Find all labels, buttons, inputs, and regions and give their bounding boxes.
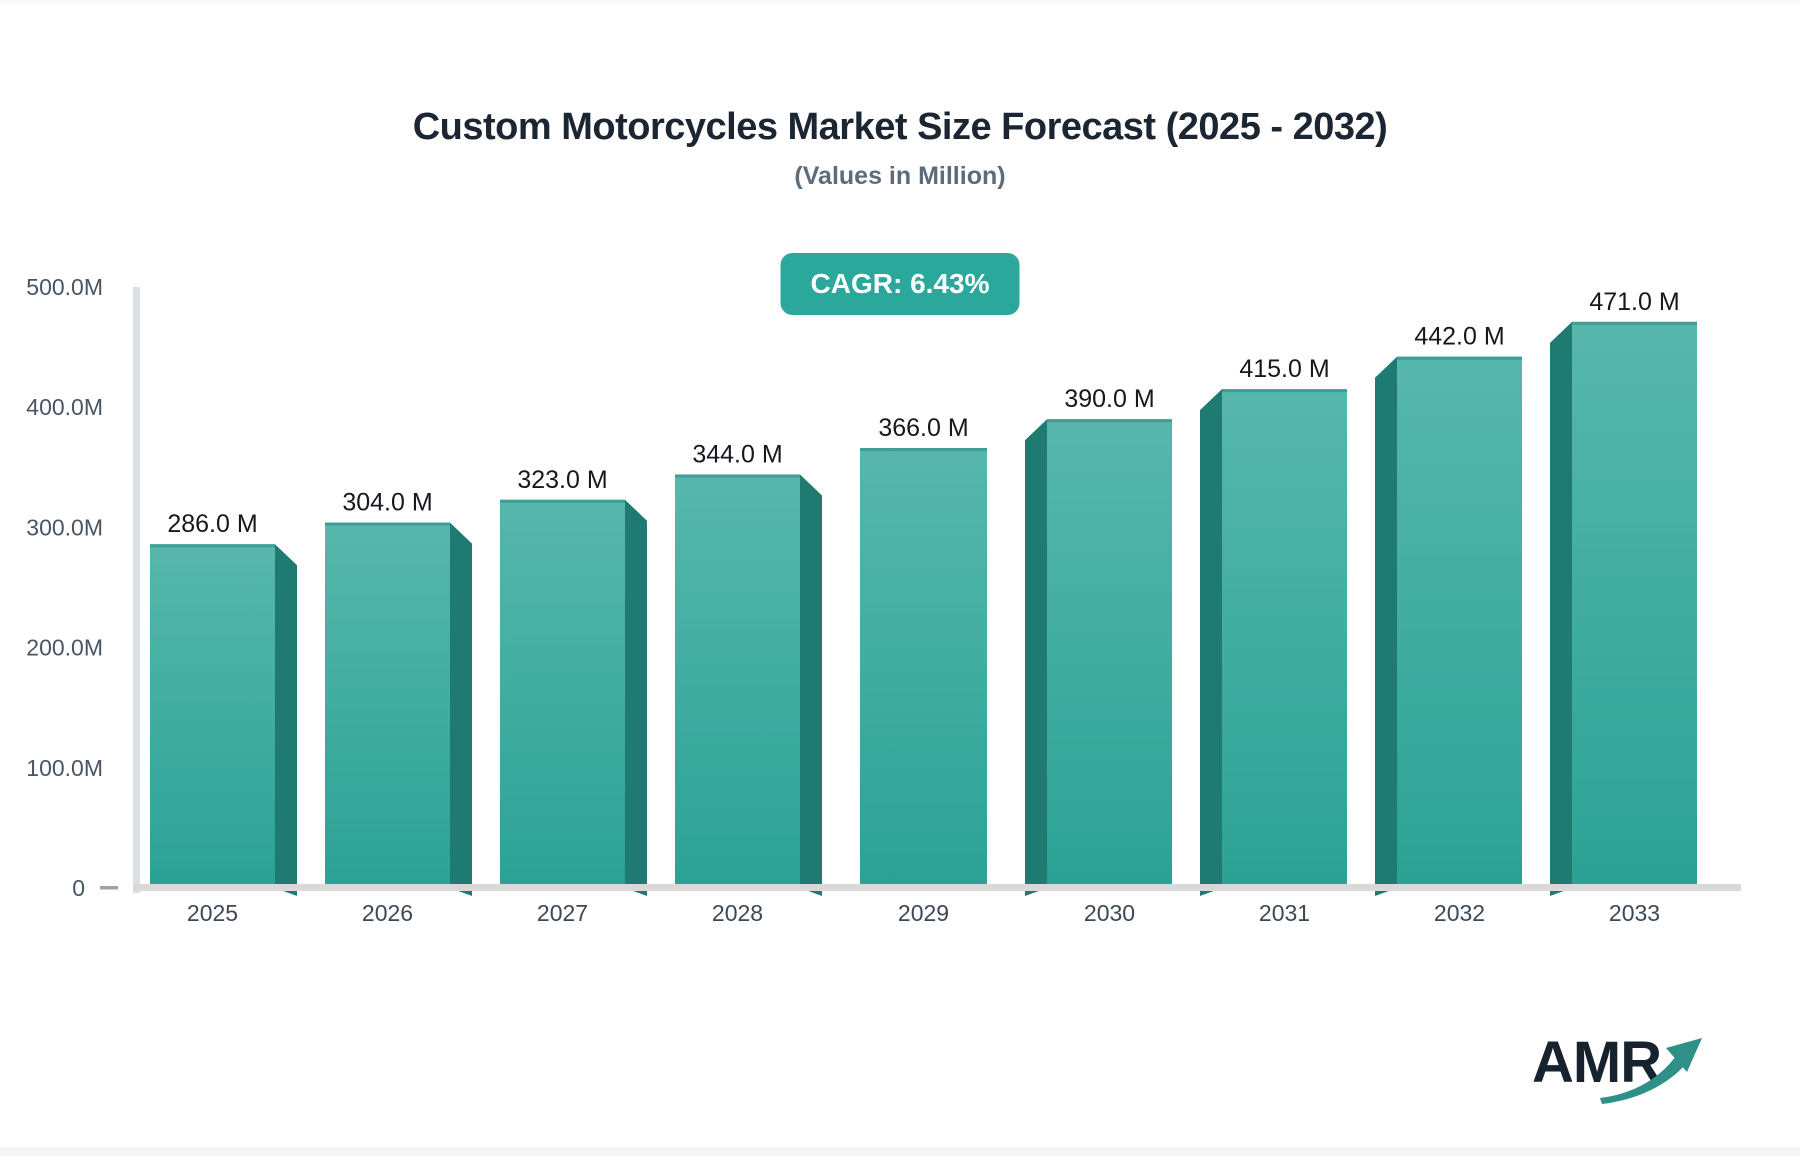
bar-front-face xyxy=(325,522,450,888)
year-label-2033: 2033 xyxy=(1609,900,1660,926)
value-label-2025: 286.0 M xyxy=(167,510,257,538)
amr-logo: AMR xyxy=(1532,1034,1722,1114)
bar-group-2032 xyxy=(1375,356,1522,896)
bar-front-face xyxy=(860,448,987,888)
top-edge-strip xyxy=(0,0,1800,4)
bar-top-edge xyxy=(500,499,625,503)
y-tick-label-300: 300.0M xyxy=(26,514,103,540)
bar-side-face xyxy=(1375,356,1397,896)
bar-side-face xyxy=(800,474,822,896)
y-tick-label-400: 400.0M xyxy=(26,394,103,420)
bar-group-2025 xyxy=(150,544,297,896)
value-label-2027: 323.0 M xyxy=(517,466,607,494)
chart-title: Custom Motorcycles Market Size Forecast … xyxy=(412,106,1388,148)
bar-side-face xyxy=(625,499,647,896)
value-label-2031: 415.0 M xyxy=(1239,355,1329,383)
year-label-2028: 2028 xyxy=(712,900,763,926)
bar-top-edge xyxy=(860,448,987,452)
value-label-2028: 344.0 M xyxy=(692,441,782,469)
bar-side-face xyxy=(275,544,297,896)
bar-group-2029 xyxy=(860,448,987,888)
bar-side-face xyxy=(450,522,472,896)
bar-top-edge xyxy=(1222,389,1347,393)
bar-top-edge xyxy=(1397,356,1522,360)
y-tick-label-100: 100.0M xyxy=(26,755,103,781)
value-label-2026: 304.0 M xyxy=(342,489,432,517)
bar-top-edge xyxy=(675,474,800,478)
bar-top-edge xyxy=(1572,321,1697,325)
bar-front-face xyxy=(150,544,275,888)
bar-front-face xyxy=(1047,419,1172,888)
growth-arrow-icon xyxy=(1600,1038,1702,1104)
y-axis-line xyxy=(133,287,140,893)
bar-top-edge xyxy=(150,544,275,548)
year-label-2025: 2025 xyxy=(187,900,238,926)
bar-group-2027 xyxy=(500,499,647,896)
bar-front-face xyxy=(500,499,625,888)
bar-top-edge xyxy=(1047,419,1172,423)
value-label-2033: 471.0 M xyxy=(1589,288,1679,316)
value-label-2029: 366.0 M xyxy=(878,414,968,442)
value-label-2030: 390.0 M xyxy=(1064,385,1154,413)
bar-group-2026 xyxy=(325,522,472,896)
year-label-2029: 2029 xyxy=(898,900,949,926)
x-baseline xyxy=(133,884,1741,891)
year-label-2030: 2030 xyxy=(1084,900,1135,926)
bar-side-face xyxy=(1025,419,1047,896)
bar-top-edge xyxy=(325,522,450,526)
cagr-badge: CAGR: 6.43% xyxy=(780,253,1020,315)
bar-group-2033 xyxy=(1550,321,1697,896)
value-label-2032: 442.0 M xyxy=(1414,323,1504,351)
year-label-2031: 2031 xyxy=(1259,900,1310,926)
bar-front-face xyxy=(1572,321,1697,888)
bottom-edge-strip xyxy=(0,1147,1800,1156)
y-tick-label-0: 0 xyxy=(72,875,85,901)
y-tick-label-500: 500.0M xyxy=(26,274,103,300)
bar-front-face xyxy=(675,474,800,888)
y-tick-label-200: 200.0M xyxy=(26,635,103,661)
zero-tick-dash xyxy=(100,886,118,890)
bar-group-2031 xyxy=(1200,389,1347,896)
year-label-2032: 2032 xyxy=(1434,900,1485,926)
year-label-2026: 2026 xyxy=(362,900,413,926)
bar-group-2028 xyxy=(675,474,822,896)
chart-subtitle: (Values in Million) xyxy=(794,162,1006,190)
bar-front-face xyxy=(1222,389,1347,888)
bar-side-face xyxy=(1550,321,1572,896)
amr-logo-text: AMR xyxy=(1532,1030,1662,1095)
bar-side-face xyxy=(1200,389,1222,896)
bar-group-2030 xyxy=(1025,419,1172,896)
year-label-2027: 2027 xyxy=(537,900,588,926)
bar-front-face xyxy=(1397,356,1522,888)
